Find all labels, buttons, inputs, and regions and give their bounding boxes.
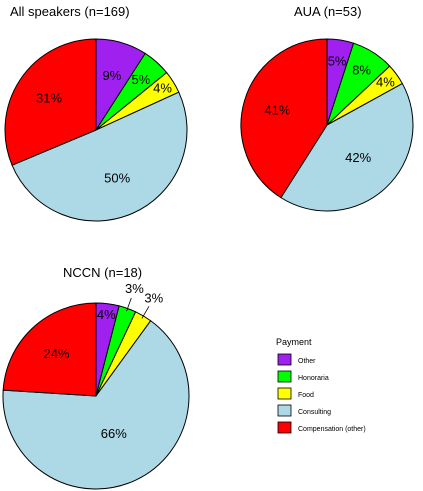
slice-label: 4% [97,307,116,322]
pie-chart-2: AUA (n=53) 5% 8% 4% 42% 41% [240,4,414,212]
legend-swatch [277,387,292,400]
legend-swatch [277,370,292,383]
slice-label-leader [126,297,132,312]
slice-label: 3% [144,290,163,305]
slice-label: 3% [125,281,144,296]
legend-label: Other [298,358,316,365]
pie-title: All speakers (n=169) [10,4,130,19]
slice-label: 42% [345,150,371,165]
legend-label: Consulting [298,409,331,416]
slice-label: 5% [132,72,151,87]
slice-label: 9% [103,68,122,83]
legend-label: Honoraria [298,375,329,382]
legend: Payment Other Honoraria Food Consulting Comp… [276,337,366,434]
pie-chart-1: All speakers (n=169) 9% 5%4% 50% 31% [4,4,188,222]
pie-chart-3: NCCN (n=18) 4% 3%3% 66% 24% [2,265,190,490]
pie-slice-compensation-other [4,38,97,166]
slice-label-leader [141,306,150,319]
slice-label: 8% [352,63,371,78]
slice-label: 66% [101,426,127,441]
legend-swatch [277,404,292,417]
slice-label: 24% [43,346,69,361]
pie-slice-consulting [11,91,188,222]
legend-swatch [277,353,292,366]
pie-charts: All speakers (n=169)9% 5%4%50%31%AUA (n=5… [2,4,414,490]
legend-swatch [277,421,292,434]
legend-label: Food [298,392,314,399]
slice-label: 31% [36,91,62,106]
pie-title: NCCN (n=18) [63,265,142,280]
pie-title: AUA (n=53) [294,4,362,19]
slice-label: 4% [376,75,395,90]
slice-label: 41% [264,103,290,118]
pie-slice-compensation-other [2,302,97,397]
slice-label: 5% [328,53,347,68]
slice-label: 50% [104,170,130,185]
pie-slice-compensation-other [240,38,328,199]
legend-label: Compensation (other) [298,426,366,433]
legend-items: Other Honoraria Food Consulting Compensation… [277,353,366,434]
slice-label: 4% [153,81,172,96]
pie-slice-consulting [280,82,414,212]
pie-slice-consulting [2,320,190,490]
legend-title: Payment [276,337,312,347]
